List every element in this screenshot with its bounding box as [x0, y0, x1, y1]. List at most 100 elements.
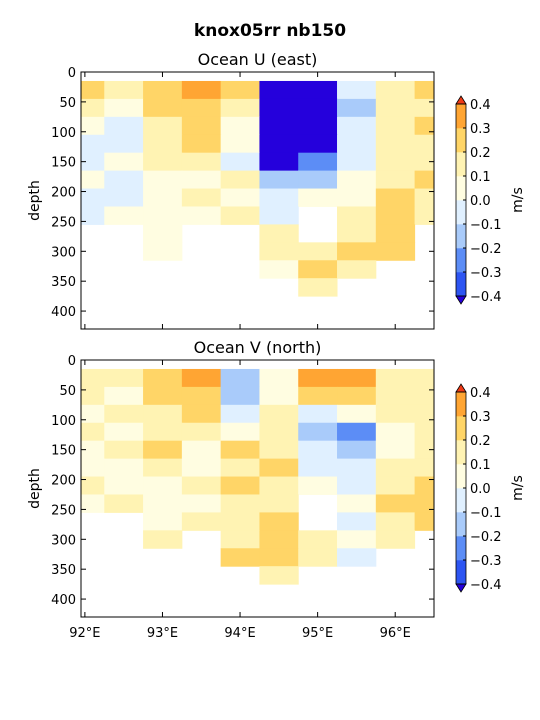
data-cell [414, 116, 435, 136]
y-tick-label: 0 [68, 354, 76, 369]
colorbar-segment [456, 248, 466, 273]
colorbar-tick-label: −0.3 [470, 266, 502, 281]
data-cell [414, 440, 435, 460]
x-tick-label: 92°E [69, 626, 100, 641]
data-cell [220, 188, 260, 207]
data-cell [220, 440, 260, 460]
data-cell [143, 476, 183, 495]
colorbar-label: m/s [510, 475, 526, 501]
data-cell [298, 116, 338, 136]
data-cell [220, 206, 260, 225]
data-cell [143, 404, 183, 424]
data-cell [220, 548, 260, 567]
colorbar: −0.4 −0.3 −0.2 −0.1 0.0 0.1 0.2 0.3 0.4 m/s [455, 95, 526, 305]
data-cell [81, 368, 105, 388]
y-tick-label: 50 [59, 96, 76, 111]
colorbar-segment [456, 560, 466, 585]
data-cell [81, 206, 105, 225]
y-tick-label: 0 [68, 66, 76, 81]
data-cell [337, 548, 377, 567]
data-cell [259, 566, 299, 585]
data-cell [337, 170, 377, 190]
y-tick-label: 50 [59, 384, 76, 399]
colorbar-tick-label: −0.2 [470, 242, 502, 257]
data-cell [414, 368, 435, 388]
data-cell [259, 242, 299, 261]
data-cell [337, 80, 377, 100]
y-tick-label: 100 [51, 414, 76, 429]
data-cell [81, 116, 105, 136]
data-cell [375, 530, 416, 549]
data-cell [104, 98, 144, 118]
data-cell [143, 458, 183, 478]
colorbar-tick-label: 0.2 [470, 146, 491, 161]
data-cell [375, 80, 416, 100]
colorbar-segment [456, 152, 466, 177]
data-cell [298, 80, 338, 100]
colorbar-tick-label: 0.0 [470, 194, 491, 209]
data-cell [181, 188, 222, 207]
data-cell [181, 134, 222, 154]
data-cell [143, 494, 183, 513]
data-cell [104, 152, 144, 172]
data-cell [414, 512, 435, 531]
data-cell [337, 512, 377, 531]
y-tick-label: 150 [51, 444, 76, 459]
data-cell [337, 458, 377, 478]
colorbar-tick-label: 0.2 [470, 434, 491, 449]
data-cell [259, 440, 299, 460]
data-cell [81, 188, 105, 207]
data-cell [414, 80, 435, 100]
y-tick-label: 250 [51, 215, 76, 230]
data-cell [298, 152, 338, 172]
data-cell [259, 422, 299, 442]
data-cell [375, 404, 416, 424]
colorbar-segment [456, 200, 466, 225]
data-cell [181, 404, 222, 424]
colorbar-arrow-min [455, 295, 467, 305]
data-cell [104, 458, 144, 478]
data-cell [414, 188, 435, 207]
y-tick-label: 300 [51, 245, 76, 260]
data-cell [181, 98, 222, 118]
data-cell [375, 386, 416, 406]
data-cell [337, 260, 377, 279]
data-cell [337, 206, 377, 225]
data-cell [220, 116, 260, 136]
data-cell [375, 188, 416, 207]
data-cell [181, 458, 222, 478]
data-cell [375, 152, 416, 172]
colorbar-segment [456, 512, 466, 537]
data-cell [298, 530, 338, 549]
data-cell [104, 170, 144, 190]
data-cell [81, 134, 105, 154]
y-tick-label: 200 [51, 474, 76, 489]
data-cell [81, 404, 105, 424]
colorbar-segment [456, 392, 466, 417]
data-cell [143, 386, 183, 406]
data-cell [259, 116, 299, 136]
data-cell [220, 422, 260, 442]
data-cell [143, 206, 183, 225]
data-cell [181, 80, 222, 100]
colorbar-segment [456, 128, 466, 153]
data-cell [220, 152, 260, 172]
data-cell [259, 188, 299, 207]
panel-title: Ocean U (east) [198, 50, 318, 69]
data-cell [104, 476, 144, 495]
colorbar-segment [456, 416, 466, 441]
colorbar-segment [456, 488, 466, 513]
data-cell [259, 386, 299, 406]
data-cell [81, 386, 105, 406]
data-cell [81, 476, 105, 495]
data-cell [81, 494, 105, 513]
data-cell [337, 440, 377, 460]
data-cell [414, 422, 435, 442]
data-cell [220, 494, 260, 513]
data-cell [375, 134, 416, 154]
colorbar-tick-label: −0.1 [470, 506, 502, 521]
data-cell [81, 458, 105, 478]
data-cell [337, 404, 377, 424]
data-cell [143, 512, 183, 531]
